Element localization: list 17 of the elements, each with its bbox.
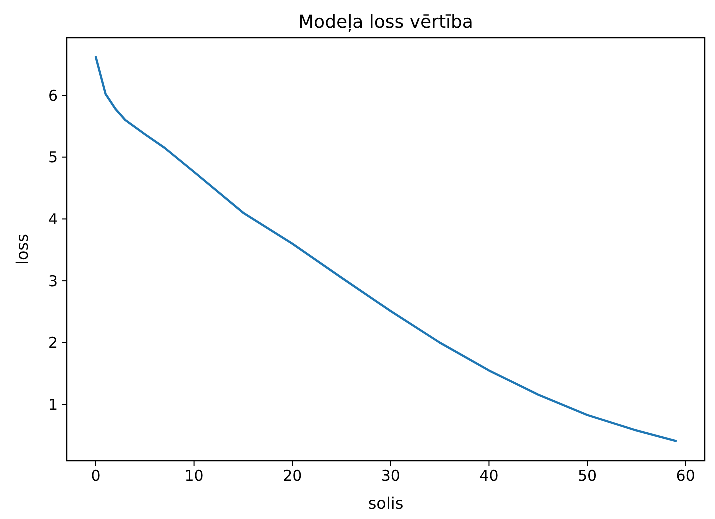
y-axis-title: loss [13, 234, 32, 265]
x-tick-label: 60 [676, 467, 696, 485]
chart-title: Modeļa loss vērtība [298, 12, 474, 33]
x-tick-label: 30 [381, 467, 400, 485]
x-tick-label: 20 [283, 467, 302, 485]
x-tick-label: 50 [578, 467, 598, 485]
y-tick-label: 2 [48, 334, 58, 352]
x-tick-label: 10 [184, 467, 204, 485]
x-tick-label: 0 [91, 467, 101, 485]
line-series [94, 56, 678, 442]
y-tick-label: 5 [48, 148, 58, 167]
y-tick-label: 6 [48, 86, 58, 105]
y-tick-label: 4 [48, 210, 58, 228]
y-tick-label: 1 [48, 396, 58, 414]
x-tick-label: 40 [480, 467, 499, 485]
x-axis-title: solis [368, 494, 404, 513]
y-tick-label: 3 [48, 272, 58, 290]
